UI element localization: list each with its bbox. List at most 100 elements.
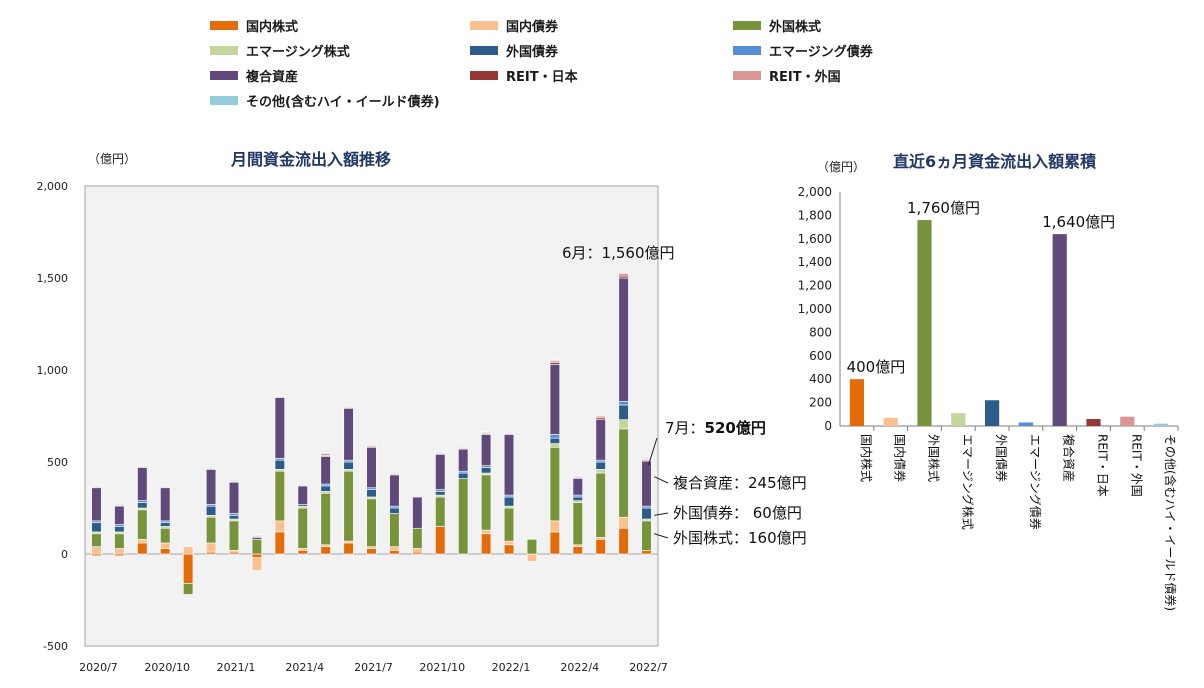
y-tick-label: 200 (809, 396, 832, 410)
legend-label: エマージング株式 (246, 45, 350, 60)
bar-segment (458, 446, 469, 449)
bar-segment (595, 472, 606, 538)
bar-segment (435, 526, 446, 555)
bar-segment (412, 527, 423, 549)
bar-segment (641, 507, 652, 520)
data-label: 400億円 (847, 358, 906, 376)
bar-segment (137, 502, 148, 509)
bar-segment (503, 496, 515, 507)
legend-item: エマージング株式 (210, 41, 350, 60)
bar-segment (641, 458, 652, 460)
bar-segment (595, 419, 606, 461)
bar-segment (366, 444, 377, 446)
y-tick-label: 1,400 (798, 255, 832, 269)
bar-segment (526, 538, 538, 555)
bar-segment (274, 395, 285, 397)
y-tick-label: 1,000 (798, 302, 832, 316)
bar-segment (183, 583, 194, 595)
bar-segment (228, 481, 240, 514)
bar-segment (343, 408, 354, 461)
bar (883, 417, 898, 426)
bar-segment (641, 460, 652, 507)
legend-swatch (733, 21, 761, 30)
bar-segment (503, 544, 515, 555)
bar (849, 379, 864, 426)
legend-label: 外国債券 (506, 45, 559, 60)
y-tick-label: 2,000 (37, 180, 69, 193)
bar-segment (618, 272, 629, 274)
bar-segment (641, 520, 652, 551)
bar-segment (480, 431, 492, 433)
legend-label: 外国株式 (769, 20, 822, 35)
bar-segment (183, 546, 194, 555)
legend-label: 複合資産 (246, 70, 299, 85)
bar-segment (389, 550, 400, 555)
bar-segment (618, 404, 629, 420)
bar-segment (205, 542, 217, 553)
bar-segment (137, 538, 148, 544)
right-chart-title: 直近6ヵ月資金流出入額累積 (893, 152, 1097, 171)
bar-segment (274, 520, 285, 533)
x-tick-label: 2022/7 (629, 661, 668, 674)
bar-segment (435, 496, 446, 527)
bar-segment (343, 461, 354, 470)
y-tick-label: 2,000 (798, 185, 832, 199)
bar-segment (160, 485, 171, 488)
y-tick-label: 1,600 (798, 232, 832, 246)
bar-segment (480, 529, 492, 535)
june-annotation: 6月：1,560億円 (562, 244, 675, 262)
legend-label: 国内債券 (506, 20, 559, 35)
left-y-unit: （億円） (88, 152, 137, 166)
y-tick-label: 400 (809, 372, 832, 386)
bar (951, 413, 966, 426)
bar-segment (251, 538, 263, 555)
bar-segment (251, 534, 263, 536)
legend-swatch (210, 21, 238, 30)
bar-segment (549, 434, 560, 439)
bar-segment (160, 548, 171, 555)
callout-label: 複合資産：245億円 (673, 474, 807, 492)
bar-segment (549, 446, 560, 522)
bar-segment (503, 507, 515, 542)
bar-segment (297, 550, 308, 555)
bar-segment (297, 485, 308, 505)
plot-area (84, 185, 659, 647)
bar-segment (435, 451, 446, 454)
callout-label: 外国株式：160億円 (673, 529, 807, 547)
bar-segment (228, 480, 240, 482)
bar-segment (595, 461, 606, 470)
legend-item: REIT・日本 (470, 66, 578, 85)
bar-segment (480, 434, 492, 466)
bar-segment (618, 273, 629, 277)
bar-segment (114, 533, 125, 549)
bar (1120, 416, 1135, 426)
bar-segment (366, 489, 377, 498)
bar-segment (343, 405, 354, 408)
legend-swatch (210, 96, 238, 105)
bar-segment (274, 470, 285, 522)
legend-label: 国内株式 (246, 20, 299, 35)
legend-swatch (470, 21, 498, 30)
data-label: 1,760億円 (907, 199, 980, 217)
legend-item: 国内債券 (470, 16, 558, 35)
bar-segment (137, 542, 148, 555)
bar-segment (160, 487, 171, 522)
bar-segment (549, 520, 560, 533)
bar-segment (137, 509, 148, 540)
bar-segment (205, 469, 217, 505)
bar-segment (320, 456, 331, 485)
bar-segment (228, 515, 240, 520)
x-tick-label: 2021/4 (285, 661, 324, 674)
bar-segment (549, 443, 560, 448)
x-category-label: 国内債券 (893, 434, 908, 482)
x-category-label: エマージング債券 (1028, 434, 1043, 530)
y-tick-label: 1,500 (37, 272, 69, 285)
bar (917, 220, 932, 426)
bar-segment (549, 531, 560, 555)
legend-swatch (210, 46, 238, 55)
x-tick-label: 2020/10 (144, 661, 190, 674)
bar-segment (595, 469, 606, 474)
bar-segment (297, 507, 308, 549)
left-chart-title: 月間資金流出入額推移 (231, 150, 392, 169)
bar-segment (595, 414, 606, 417)
